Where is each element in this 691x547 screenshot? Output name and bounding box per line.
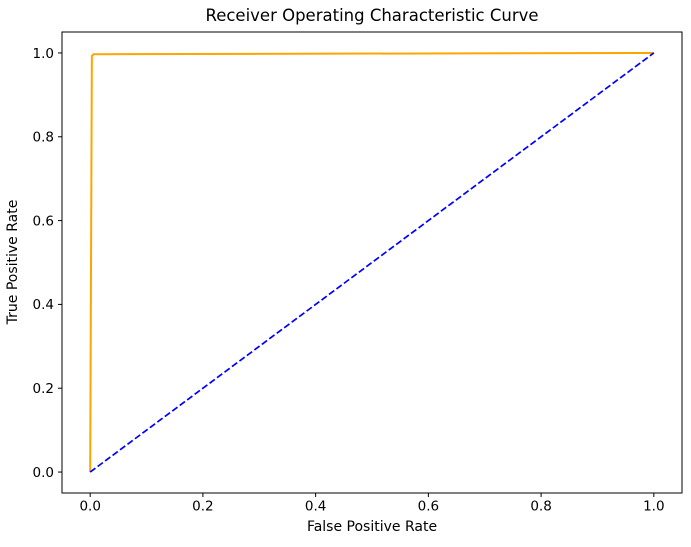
x-tick-label: 1.0 (643, 499, 664, 515)
x-tick-label: 0.8 (530, 499, 551, 515)
chance-diagonal-line (89, 52, 655, 473)
y-tick-label: 0.6 (33, 213, 54, 229)
x-tick-label: 0.2 (192, 499, 213, 515)
axes-spines (61, 31, 683, 494)
axes-layer: 0.0 0.2 0.4 0.6 0.8 1.0 0.0 0.2 0.4 0.6 0.8 1.0 (33, 31, 683, 515)
x-tick-label: 0.0 (79, 499, 100, 515)
y-tick-label: 0.8 (33, 130, 54, 146)
y-tick-label: 0.2 (33, 381, 54, 397)
x-tick-label: 0.4 (305, 499, 326, 515)
y-tick-label: 0.0 (33, 465, 54, 481)
y-axis-label: True Positive Rate (5, 200, 21, 326)
chart-title: Receiver Operating Characteristic Curve (205, 6, 538, 25)
x-axis-label: False Positive Rate (307, 519, 437, 535)
y-tick-label: 1.0 (33, 46, 54, 62)
x-tick-label: 0.6 (418, 499, 439, 515)
series-layer (89, 51, 655, 473)
y-tick-label: 0.4 (33, 297, 54, 313)
roc-curve-line (89, 51, 654, 473)
